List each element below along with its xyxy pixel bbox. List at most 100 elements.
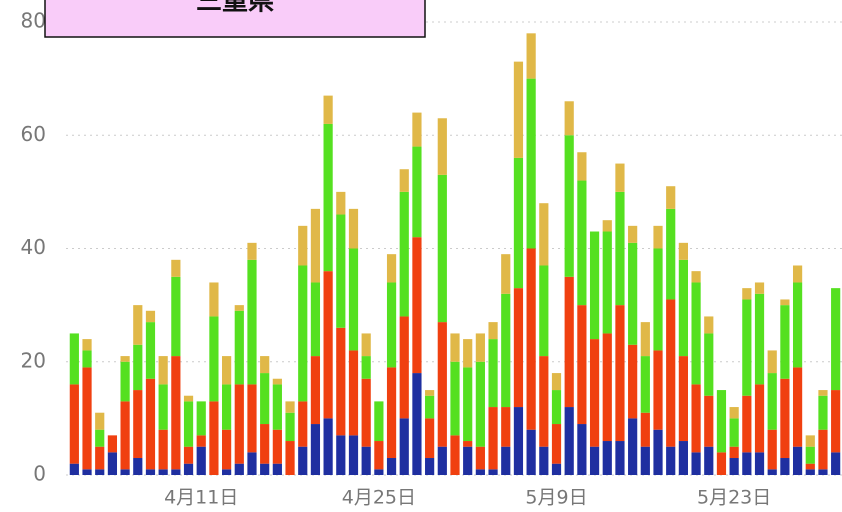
bar-segment: [475, 361, 485, 447]
bar-segment: [82, 339, 92, 351]
bar-segment: [336, 327, 346, 436]
bar-segment: [716, 390, 727, 453]
bar-segment: [222, 469, 232, 475]
bar-segment: [551, 373, 562, 391]
bar-segment: [298, 265, 308, 402]
bar-segment: [310, 282, 321, 357]
bar-segment: [640, 412, 650, 447]
bar-segment: [272, 429, 282, 464]
bar-segment: [234, 384, 244, 464]
bar-segment: [437, 118, 447, 175]
x-tick-label: 4月11日: [164, 487, 238, 509]
bar-segment: [513, 288, 524, 408]
bar-segment: [564, 101, 574, 136]
bar-segment: [691, 384, 701, 453]
bar-segment: [551, 463, 562, 475]
bar-segment: [577, 424, 587, 475]
bar-segment: [412, 146, 422, 238]
bar-segment: [589, 231, 600, 340]
bar-segment: [247, 242, 257, 260]
bar-segment: [260, 463, 270, 475]
bar-segment: [386, 367, 397, 459]
bar-segment: [463, 339, 473, 368]
bar-segment: [348, 350, 359, 436]
bar-segment: [463, 441, 473, 447]
bar-segment: [386, 254, 397, 283]
bar-segment: [551, 424, 562, 464]
bar-segment: [754, 282, 765, 294]
bar-segment: [501, 446, 511, 475]
bar-segment: [247, 259, 257, 385]
bar-segment: [120, 361, 130, 402]
bar-segment: [539, 265, 549, 357]
bar-segment: [501, 293, 511, 408]
bar-segment: [336, 191, 346, 215]
bar-segment: [222, 356, 232, 385]
bar-segment: [361, 333, 371, 357]
bar-segment: [653, 350, 663, 430]
bar-segment: [615, 441, 625, 475]
bar-segment: [183, 401, 194, 447]
bar-segment: [666, 186, 676, 209]
bar-segment: [742, 299, 752, 396]
bar-segment: [805, 435, 815, 447]
bar-segment: [323, 123, 333, 272]
bar-segment: [348, 248, 359, 351]
y-tick-label: 0: [33, 462, 46, 486]
bar-segment: [780, 458, 790, 475]
bar-segment: [691, 271, 701, 283]
bar-segment: [513, 157, 524, 289]
bar-segment: [488, 407, 498, 470]
bar-segment: [336, 435, 346, 475]
bar-segment: [437, 446, 447, 475]
bar-segment: [831, 452, 841, 475]
bar-segment: [729, 418, 739, 447]
bar-segment: [539, 446, 549, 475]
bar-segment: [501, 407, 511, 447]
bar-segment: [386, 458, 397, 475]
bar-segment: [678, 242, 688, 260]
bar-segment: [272, 378, 282, 385]
bar-segment: [133, 344, 143, 391]
chart-title: 三重県: [196, 0, 274, 17]
bar-segment: [792, 282, 803, 368]
bar-segment: [310, 356, 321, 425]
bar-segment: [666, 299, 676, 447]
bar-segment: [513, 407, 524, 475]
bar-segment: [818, 429, 828, 470]
bar-segment: [818, 395, 828, 430]
bar-segment: [412, 237, 422, 374]
bar-segment: [754, 293, 765, 385]
bar-segment: [628, 344, 638, 419]
bar-segment: [678, 441, 688, 475]
bar-segment: [323, 271, 333, 419]
bar-segment: [463, 367, 473, 442]
bar-segment: [399, 191, 409, 317]
bar-segment: [691, 452, 701, 475]
bar-segment: [247, 384, 257, 453]
bar-segment: [374, 469, 384, 475]
bar-segment: [437, 174, 447, 323]
bar-segment: [361, 378, 371, 447]
bar-segment: [145, 469, 156, 475]
bar-segment: [171, 276, 181, 357]
bar-segment: [196, 435, 206, 447]
bar-segment: [742, 288, 752, 300]
bar-segment: [564, 135, 574, 277]
bar-segment: [792, 367, 803, 447]
bar-segment: [729, 458, 739, 475]
bar-segment: [82, 367, 92, 470]
bar-segment: [577, 180, 587, 306]
bar-segment: [526, 248, 536, 430]
bar-segment: [767, 429, 777, 470]
y-tick-label: 40: [21, 235, 46, 259]
bar-segment: [336, 214, 346, 328]
bar-segment: [209, 282, 219, 317]
bar-segment: [425, 418, 435, 459]
bar-segment: [69, 463, 79, 475]
bar-segment: [792, 446, 803, 475]
x-tick-label: 5月9日: [525, 487, 587, 509]
y-tick-label: 80: [21, 9, 46, 33]
bar-segment: [120, 469, 130, 475]
